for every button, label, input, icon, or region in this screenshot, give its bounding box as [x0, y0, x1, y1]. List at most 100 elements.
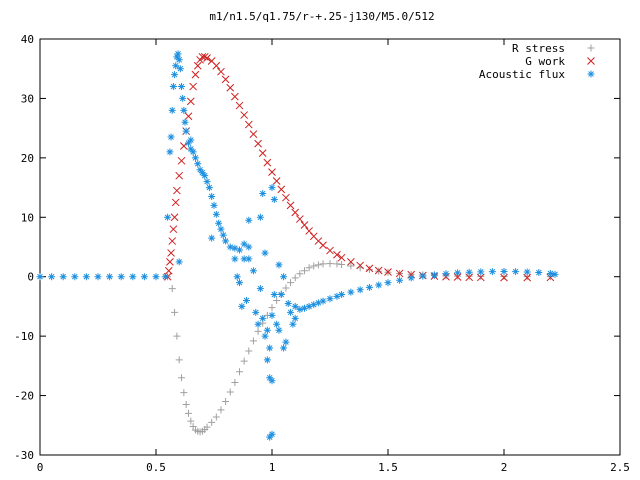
data-point: [277, 291, 285, 299]
data-point: [254, 320, 262, 328]
legend-marker: [587, 57, 595, 65]
data-point: [217, 406, 225, 414]
series-r-stress: [164, 260, 554, 436]
plot-frame: [39, 38, 621, 456]
data-point: [419, 272, 427, 280]
data-point: [179, 94, 187, 102]
data-point: [236, 368, 244, 376]
data-point: [254, 327, 262, 335]
x-tick-label: 2: [501, 461, 508, 474]
data-point: [189, 82, 197, 91]
data-point: [191, 70, 200, 79]
data-point: [280, 273, 288, 281]
data-point: [161, 273, 169, 281]
data-point: [164, 266, 173, 275]
data-point: [208, 192, 216, 200]
data-point: [71, 273, 79, 281]
data-point: [166, 258, 174, 266]
data-point: [245, 216, 253, 224]
data-point: [219, 231, 227, 239]
data-point: [266, 433, 274, 441]
y-tick-label: 20: [21, 152, 34, 165]
data-point: [365, 283, 373, 291]
legend-label: R stress: [512, 42, 565, 55]
data-point: [175, 258, 183, 266]
data-point: [189, 422, 197, 430]
data-point: [180, 106, 188, 114]
x-tick-label: 1: [269, 461, 276, 474]
data-point: [268, 304, 276, 312]
data-point: [270, 195, 278, 203]
data-point: [337, 253, 346, 262]
data-point: [226, 243, 234, 251]
data-point: [172, 62, 180, 70]
data-point: [296, 270, 304, 278]
data-point: [182, 127, 190, 135]
data-point: [275, 326, 283, 334]
data-point: [169, 83, 177, 91]
data-point: [356, 286, 364, 294]
data-point: [268, 184, 276, 192]
data-point: [319, 241, 327, 250]
data-point: [164, 213, 172, 221]
data-point: [203, 423, 211, 431]
data-point: [36, 273, 44, 281]
x-tick-label: 2.5: [610, 461, 630, 474]
data-point: [177, 156, 186, 165]
data-point: [273, 296, 281, 304]
legend-marker: [587, 44, 595, 52]
data-point: [178, 83, 186, 91]
data-point: [277, 185, 286, 194]
data-point: [291, 314, 299, 322]
data-point: [258, 149, 267, 157]
data-point: [212, 210, 220, 218]
data-point: [310, 262, 318, 270]
data-point: [546, 269, 554, 277]
data-point: [186, 97, 195, 106]
data-point: [305, 302, 313, 310]
data-point: [275, 261, 283, 269]
data-point: [365, 266, 373, 274]
data-point: [249, 337, 257, 345]
data-point: [286, 201, 295, 210]
data-point: [272, 177, 281, 185]
data-point: [249, 130, 258, 138]
data-point: [523, 273, 532, 282]
data-point: [240, 111, 249, 119]
data-point: [442, 270, 450, 278]
data-point: [249, 267, 257, 275]
data-point: [175, 171, 184, 180]
data-point: [245, 347, 253, 355]
data-point: [235, 101, 244, 110]
data-point: [465, 268, 473, 276]
data-point: [384, 279, 392, 287]
data-point: [268, 377, 276, 385]
y-tick-label: 30: [21, 92, 34, 105]
data-point: [314, 261, 322, 269]
data-point: [174, 50, 182, 58]
legend-label: Acoustic flux: [479, 68, 565, 81]
data-point: [280, 344, 288, 352]
data-point: [193, 61, 202, 70]
data-point: [173, 186, 181, 195]
data-point: [305, 264, 313, 272]
data-point: [347, 258, 355, 266]
data-point: [178, 374, 186, 382]
data-point: [106, 273, 114, 281]
data-point: [396, 276, 404, 284]
data-point: [256, 213, 264, 221]
data-point: [205, 184, 213, 192]
data-point: [222, 398, 230, 406]
data-point: [210, 201, 218, 209]
data-point: [338, 261, 346, 269]
data-point: [284, 299, 292, 307]
data-point: [333, 292, 341, 300]
data-point: [173, 53, 181, 61]
data-point: [176, 65, 184, 73]
data-point: [152, 273, 160, 281]
data-point: [263, 326, 271, 334]
data-point: [291, 274, 299, 282]
data-point: [365, 264, 374, 273]
